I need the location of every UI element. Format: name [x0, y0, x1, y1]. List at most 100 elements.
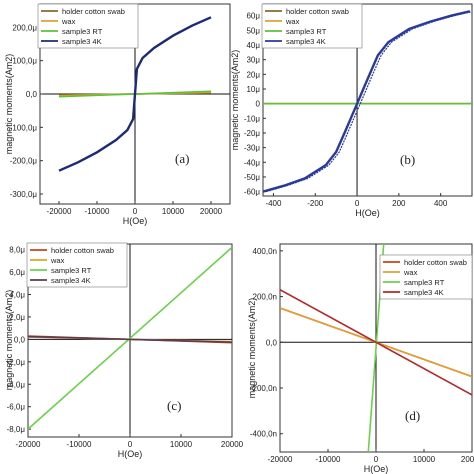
- series-line-sample3-4k: [58, 16, 212, 172]
- y-tick-label: -60μ: [244, 188, 261, 197]
- panel-label: (b): [400, 152, 415, 167]
- legend-label: wax: [403, 268, 418, 277]
- legend-label: holder cotton swab: [62, 7, 125, 16]
- y-tick-label: 400,0n: [253, 247, 277, 256]
- y-tick-label: -2,0μ: [7, 358, 26, 367]
- x-tick-label: -10000: [85, 207, 110, 216]
- x-axis-label: H(Oe): [118, 449, 143, 459]
- series-group: [263, 10, 472, 193]
- series-group: [58, 16, 212, 172]
- series-line-sample3-4k-branch: [265, 10, 472, 193]
- x-tick-label: -20000: [16, 440, 41, 449]
- x-tick-label: -10000: [67, 440, 92, 449]
- series-line-sample3-4k: [263, 10, 471, 193]
- x-tick-label: 10000: [162, 207, 185, 216]
- x-tick-label: 0: [133, 207, 138, 216]
- legend-label: sample3 4K: [62, 37, 102, 46]
- legend-label: sample3 RT: [404, 278, 445, 287]
- x-axis-label: H(Oe): [123, 216, 148, 226]
- legend-label: sample3 4K: [404, 288, 444, 297]
- y-tick-label: -200,0n: [250, 384, 277, 393]
- y-tick-label: -50μ: [244, 173, 261, 182]
- y-tick-label: 100,0μ: [12, 57, 37, 66]
- x-tick-label: -20000: [268, 455, 293, 464]
- series-line-sample3-4k: [28, 335, 232, 343]
- x-tick-label: 20000: [461, 455, 474, 464]
- y-tick-label: 20μ: [246, 70, 260, 79]
- series-line-sample3-4k: [280, 288, 472, 396]
- panel-label: (c): [167, 398, 181, 413]
- panel-label: (d): [405, 408, 420, 423]
- x-tick-label: 400: [434, 199, 448, 208]
- y-tick-label: 200,0μ: [12, 23, 37, 32]
- legend-label: sample3 4K: [51, 276, 91, 285]
- y-tick-label: 60μ: [246, 12, 260, 21]
- legend-label: holder cotton swab: [286, 7, 349, 16]
- y-tick-label: -400,0n: [250, 430, 277, 439]
- y-tick-label: -30μ: [244, 144, 261, 153]
- y-tick-label: 2,0μ: [9, 313, 25, 322]
- y-tick-label: -100,0μ: [10, 123, 38, 132]
- x-tick-label: 0: [128, 440, 133, 449]
- legend-label: sample3 RT: [51, 266, 92, 275]
- y-tick-label: 8,0μ: [9, 246, 25, 255]
- legend-label: sample3 RT: [286, 27, 327, 36]
- y-tick-label: -4,0μ: [7, 380, 26, 389]
- y-tick-label: 4,0μ: [9, 290, 25, 299]
- x-tick-label: 10000: [170, 440, 193, 449]
- y-tick-label: -6,0μ: [7, 403, 26, 412]
- y-tick-label: 30μ: [246, 56, 260, 65]
- y-axis-label: magnetic moments(Am2): [247, 298, 257, 399]
- legend-label: wax: [50, 256, 65, 265]
- chart-panel-4: -400,0n -200,0n 0,0 200,0n 400,0n -20000 -1000…: [247, 243, 474, 474]
- y-tick-label: -10μ: [244, 114, 261, 123]
- y-tick-label: 0,0: [266, 338, 278, 347]
- x-tick-label: -400: [265, 199, 282, 208]
- y-tick-label: 10μ: [246, 85, 260, 94]
- y-tick-label: -8,0μ: [7, 425, 26, 434]
- y-tick-label: 0,0: [26, 90, 38, 99]
- y-tick-label: 200,0n: [253, 293, 277, 302]
- x-tick-label: -200: [307, 199, 324, 208]
- y-tick-label: 50μ: [246, 26, 260, 35]
- chart-panel-3: -8,0μ -6,0μ -4,0μ -2,0μ 0,0 2,0μ 4,0μ 6,0μ 8,0μ -…: [4, 242, 244, 459]
- chart-panel-2: -60μ -50μ -40μ -30μ -20μ -10μ 0 10μ 20μ 30μ 40μ 50μ…: [230, 3, 473, 218]
- y-tick-label: -20μ: [244, 129, 261, 138]
- x-tick-label: -10000: [316, 455, 341, 464]
- x-tick-label: 20000: [200, 207, 223, 216]
- x-tick-label: 10000: [413, 455, 436, 464]
- series-group: [28, 246, 232, 430]
- legend-label: wax: [61, 17, 76, 26]
- x-tick-label: 20000: [221, 440, 244, 449]
- plot-frame: [262, 3, 473, 197]
- legend-label: sample3 4K: [286, 37, 326, 46]
- y-tick-label: 0: [256, 100, 261, 109]
- x-tick-label: 200: [392, 199, 406, 208]
- x-tick-label: 0: [355, 199, 360, 208]
- x-axis-label: H(Oe): [364, 464, 389, 474]
- chart-panel-1: -300,0μ -200,0μ -100,0μ 0,0 100,0μ 200,0μ -200…: [4, 3, 231, 226]
- y-tick-label: 40μ: [246, 41, 260, 50]
- y-tick-label: 6,0μ: [9, 268, 25, 277]
- series-line-sample3-rt: [28, 246, 232, 430]
- legend-label: sample3 RT: [62, 27, 103, 36]
- y-axis-label: magnetic moments(Am2): [4, 54, 14, 155]
- y-axis-label: magnetic moments(Am2): [4, 290, 14, 391]
- x-tick-label: 0: [374, 455, 379, 464]
- legend-label: wax: [285, 17, 300, 26]
- y-tick-label: 0,0: [14, 335, 26, 344]
- y-tick-label: -300,0μ: [10, 190, 38, 199]
- panel-label: (a): [175, 151, 189, 166]
- x-tick-label: -20000: [47, 207, 72, 216]
- y-axis-label: magnetic moments(Am2): [230, 50, 240, 151]
- x-axis-label: H(Oe): [355, 208, 380, 218]
- legend-label: holder cotton swab: [51, 246, 114, 255]
- y-tick-label: -40μ: [244, 158, 261, 167]
- legend-label: holder cotton swab: [404, 258, 467, 267]
- y-tick-label: -200,0μ: [10, 157, 38, 166]
